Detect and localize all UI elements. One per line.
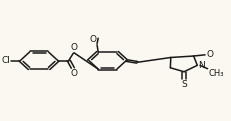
Text: CH₃: CH₃ — [208, 69, 223, 78]
Text: O: O — [89, 35, 96, 44]
Text: N: N — [198, 61, 204, 70]
Text: Cl: Cl — [1, 56, 10, 65]
Text: S: S — [180, 80, 186, 89]
Text: O: O — [70, 69, 77, 78]
Text: O: O — [71, 43, 78, 52]
Text: O: O — [206, 50, 213, 59]
